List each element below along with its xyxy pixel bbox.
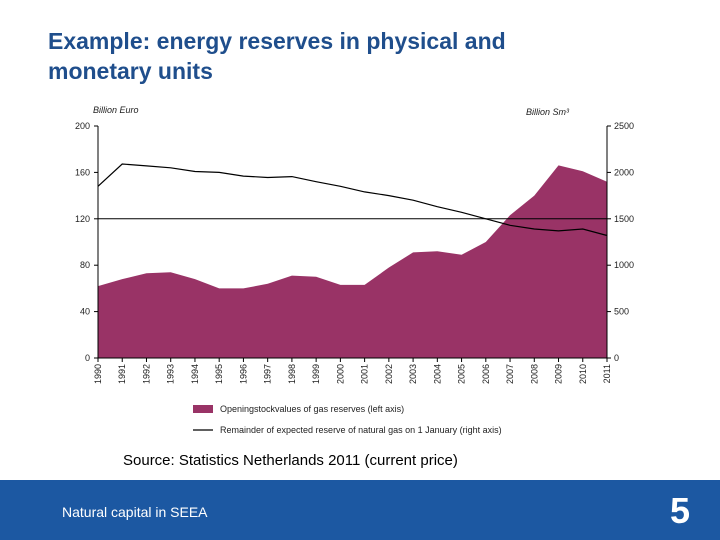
right-tick-label: 1000	[614, 260, 634, 270]
right-axis-unit: Billion Sm³	[526, 107, 570, 117]
x-tick-label: 2002	[384, 364, 394, 384]
x-tick-label: 1993	[166, 364, 176, 384]
x-tick-label: 1999	[311, 364, 321, 384]
x-tick-label: 1995	[214, 364, 224, 384]
legend-label-line: Remainder of expected reserve of natural…	[220, 425, 502, 435]
slide-title-line2: monetary units	[48, 58, 213, 84]
legend-label-area: Openingstockvalues of gas reserves (left…	[220, 404, 404, 414]
x-tick-label: 1991	[117, 364, 127, 384]
slide-title-line1: Example: energy reserves in physical and	[48, 28, 506, 54]
footer-text: Natural capital in SEEA	[62, 504, 208, 520]
left-tick-label: 120	[75, 214, 90, 224]
x-tick-label: 2011	[602, 364, 612, 383]
left-tick-label: 160	[75, 167, 90, 177]
x-tick-label: 2000	[335, 364, 345, 384]
left-tick-label: 80	[80, 260, 90, 270]
x-tick-label: 1990	[93, 364, 103, 384]
right-tick-label: 2000	[614, 167, 634, 177]
x-tick-label: 2010	[578, 364, 588, 384]
x-tick-label: 2007	[505, 364, 515, 384]
x-tick-label: 1997	[263, 364, 273, 384]
x-tick-label: 2003	[408, 364, 418, 384]
x-tick-label: 2009	[554, 364, 564, 384]
x-tick-label: 1998	[287, 364, 297, 384]
x-tick-label: 1994	[190, 364, 200, 384]
left-tick-label: 40	[80, 307, 90, 317]
right-tick-label: 0	[614, 353, 619, 363]
series-area-gas-value	[98, 165, 607, 358]
slide-title: Example: energy reserves in physical and…	[48, 26, 608, 86]
right-tick-label: 2500	[614, 121, 634, 131]
x-tick-label: 2006	[481, 364, 491, 384]
left-tick-label: 200	[75, 121, 90, 131]
source-note: Source: Statistics Netherlands 2011 (cur…	[123, 452, 458, 469]
line-layer	[97, 163, 608, 237]
x-tick-label: 2005	[457, 364, 467, 384]
x-tick-label: 1996	[238, 364, 248, 384]
x-tick-label: 2004	[432, 364, 442, 384]
right-tick-label: 500	[614, 307, 629, 317]
page-number: 5	[669, 490, 690, 531]
x-tick-label: 2008	[529, 364, 539, 384]
legend-swatch-area	[193, 405, 213, 413]
legend: Openingstockvalues of gas reserves (left…	[193, 404, 502, 435]
area-layer	[98, 165, 607, 358]
x-tick-label: 2001	[360, 364, 370, 384]
x-tick-label: 1992	[141, 364, 151, 384]
series-line-remaining-reserve	[97, 163, 608, 237]
left-tick-label: 0	[85, 353, 90, 363]
footer-bar: Natural capital in SEEA 5	[0, 480, 720, 540]
left-axis-unit: Billion Euro	[93, 105, 139, 115]
right-tick-label: 1500	[614, 214, 634, 224]
